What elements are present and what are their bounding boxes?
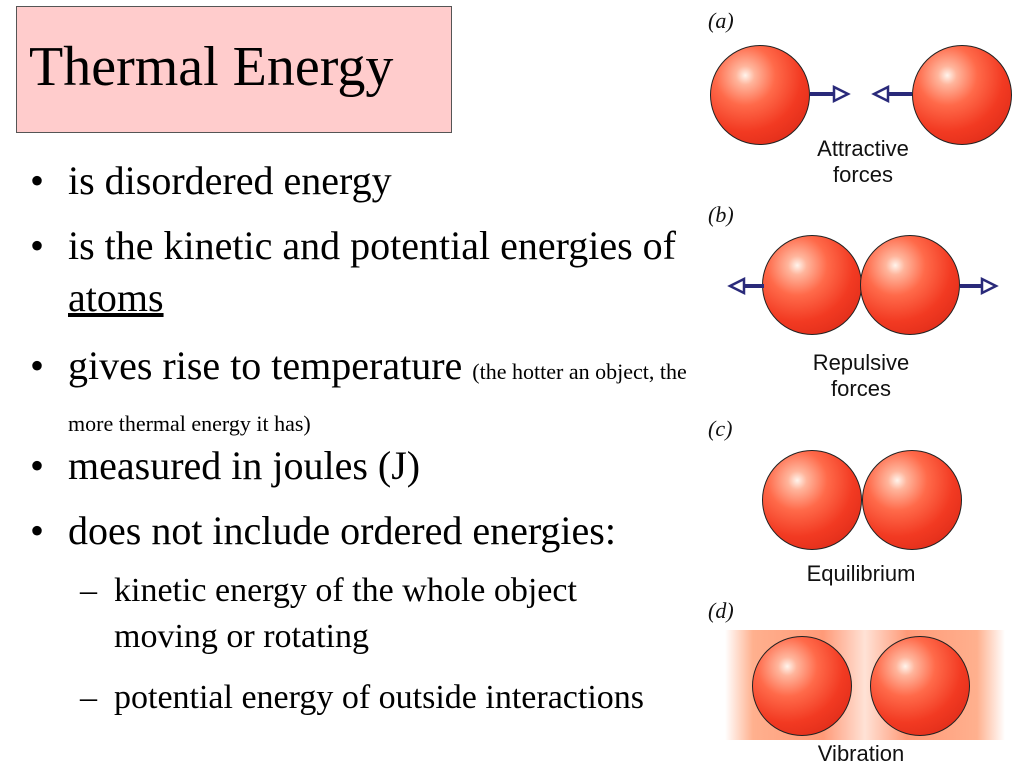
attractive-arrow-left-icon (871, 84, 912, 104)
caption-line: Attractive (817, 136, 909, 161)
bullet-dot: • (30, 443, 45, 488)
bullet-text: does not include ordered energies: (68, 508, 616, 553)
atom-left-c (762, 450, 862, 550)
bullet-text-main: gives rise to temperature (68, 343, 463, 388)
caption-vibration: Vibration (817, 741, 905, 766)
caption-repulsive: Repulsive forces (796, 350, 926, 402)
bullet-dot: • (30, 343, 45, 388)
sub-bullet-text: potential energy of outside interactions (114, 679, 645, 716)
bullet-dot: • (30, 158, 45, 203)
panel-label-a: (a) (708, 8, 734, 33)
sub-bullet-dash: – (80, 572, 97, 609)
atom-right-d (870, 636, 970, 736)
atoms-underlined: atoms (68, 275, 164, 320)
bullet-text-main: is the kinetic and potential energies of (68, 223, 676, 268)
atom-left-b (762, 235, 862, 335)
atom-left-a (710, 45, 810, 145)
bullet-text: is disordered energy (68, 158, 392, 203)
atom-right-b (860, 235, 960, 335)
atom-right-a (912, 45, 1012, 145)
page-title: Thermal Energy (29, 36, 394, 98)
bullet-text: gives rise to temperature (the hotter an… (68, 340, 708, 444)
caption-attractive: Attractive forces (798, 136, 928, 188)
caption-equilibrium: Equilibrium (806, 561, 916, 586)
sub-bullet-text: kinetic energy of the whole object movin… (114, 572, 577, 655)
caption-line: forces (831, 376, 891, 401)
atom-forces-diagram: (a) Attractive forces (b) Repulsive forc… (690, 0, 1024, 768)
bullet-text: measured in joules (J) (68, 443, 421, 488)
bullet-text: is the kinetic and potential energies of… (68, 220, 708, 324)
caption-line: forces (833, 162, 893, 187)
bullet-note: (the hotter an object, the more thermal … (68, 359, 687, 436)
title-box: Thermal Energy (16, 6, 452, 133)
caption-line: Repulsive (812, 350, 910, 375)
bullet-dot: • (30, 223, 45, 268)
repulsive-arrow-right-icon (960, 276, 999, 296)
bullet-dot: • (30, 508, 45, 553)
repulsive-arrow-left-icon (727, 276, 764, 296)
attractive-arrow-right-icon (810, 84, 851, 104)
panel-label-b: (b) (708, 202, 734, 227)
atom-right-c (862, 450, 962, 550)
sub-bullet-dash: – (80, 679, 97, 716)
panel-label-d: (d) (708, 598, 734, 623)
panel-label-c: (c) (708, 416, 733, 441)
atom-left-d (752, 636, 852, 736)
